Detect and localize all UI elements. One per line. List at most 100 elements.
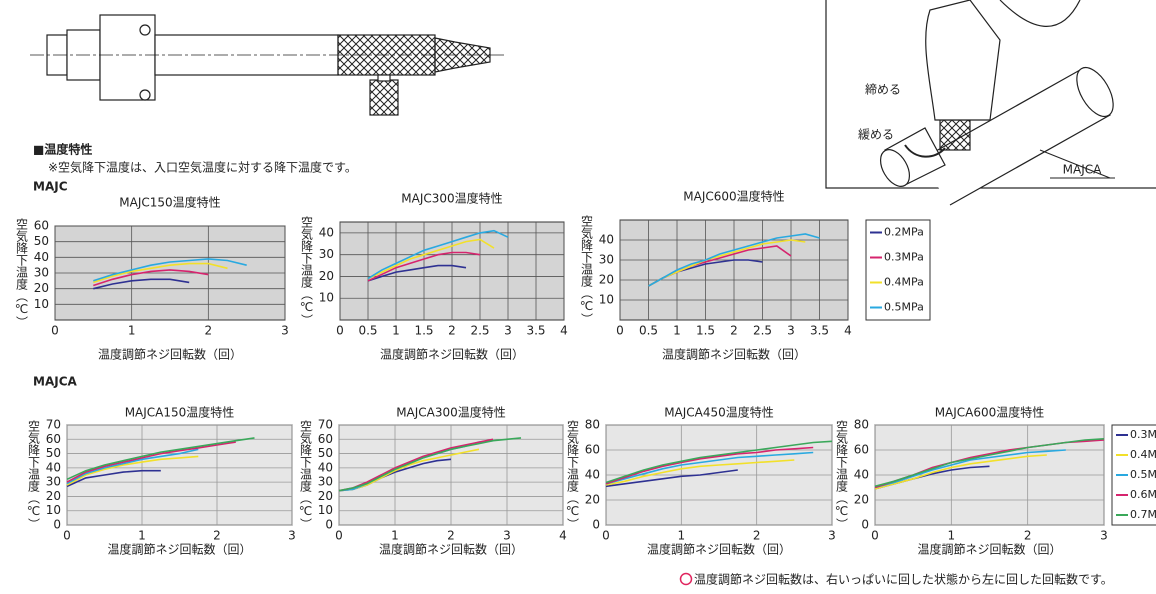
y-tick-label: 10 [599,293,614,307]
y-tick-label: 20 [34,281,49,295]
x-tick-label: 0 [63,529,71,543]
tighten-label: 締める [865,83,901,97]
y-tick-label: 30 [46,475,61,489]
x-tick-label: 3.5 [526,324,545,338]
y-tick-label: 60 [854,443,869,457]
x-tick-label: 1 [392,324,400,338]
y-tick-label: 20 [318,489,333,503]
x-tick-label: 4 [559,529,567,543]
y-tick-label: 30 [34,266,49,280]
y-tick-label: 20 [46,489,61,503]
x-tick-label: 3 [281,324,289,338]
section-title: ■温度特性 [33,142,92,157]
x-tick-label: 0 [871,529,879,543]
y-tick-label: 50 [318,446,333,460]
y-tick-label: 70 [46,418,61,432]
y-axis-label: 空気降下温度（℃） [580,215,594,325]
x-tick-label: 0.5 [358,324,377,338]
legend-label: 0.3MPa [1130,428,1156,441]
x-tick-label: 4 [844,324,852,338]
footnote-icon [679,572,693,586]
x-tick-label: 0 [336,324,344,338]
legend-label: 0.7MPa [1130,508,1156,521]
series-line [66,441,236,483]
y-tick-label: 60 [318,432,333,446]
legend-label: 0.4MPa [884,276,924,289]
x-axis-label: 温度調節ネジ回転数（回） [917,542,1061,557]
adjust-illustration [825,0,1156,206]
y-tick-label: 40 [319,225,334,239]
x-tick-label: 4 [560,324,568,338]
loosen-label: 緩める [858,128,894,142]
x-tick-label: 3.5 [810,324,829,338]
y-axis-label: 空気降下温度（℃） [566,420,580,530]
y-tick-label: 0 [53,518,61,532]
x-tick-label: 0 [51,324,59,338]
series-line [367,251,481,282]
x-axis-label: 温度調節ネジ回転数（回） [379,542,523,557]
x-tick-label: 3 [1100,529,1108,543]
series-line [874,438,1105,488]
series-line [367,238,495,280]
x-tick-label: 0 [602,529,610,543]
series-line [93,278,190,290]
y-tick-label: 40 [854,468,869,482]
chart-title: MAJC150温度特性 [119,195,220,210]
y-axis-label: 空気降下温度（℃） [835,420,849,530]
x-axis-label: 温度調節ネジ回転数（回） [647,542,791,557]
series-line [605,469,738,488]
legend-label: 0.4MPa [1130,448,1156,461]
series-line [648,239,806,287]
y-tick-label: 40 [585,468,600,482]
series-line [93,262,228,284]
series-line [93,258,247,282]
x-tick-label: 2 [447,529,455,543]
device-drawing [30,14,505,116]
series-line [874,449,1066,489]
y-tick-label: 20 [319,269,334,283]
x-tick-label: 1 [391,529,399,543]
y-tick-label: 70 [318,418,333,432]
chart-title: MAJCA600温度特性 [935,405,1045,420]
y-tick-label: 20 [599,273,614,287]
y-tick-label: 60 [585,443,600,457]
series-line [338,437,522,492]
series-line [338,438,494,492]
x-tick-label: 1.5 [414,324,433,338]
y-tick-label: 80 [854,418,869,432]
y-tick-label: 30 [319,247,334,261]
x-tick-label: 1 [128,324,136,338]
group-label: MAJCA [33,375,78,389]
y-tick-label: 40 [46,460,61,474]
x-tick-label: 2 [730,324,738,338]
legend-label: 0.3MPa [884,251,924,264]
y-axis-label: 空気降下温度（℃） [27,420,41,530]
legend-label: 0.6MPa [1130,488,1156,501]
x-tick-label: 2.5 [470,324,489,338]
series-line [66,469,161,488]
series-line [338,448,480,492]
y-tick-label: 0 [592,518,600,532]
x-tick-label: 1 [673,324,681,338]
y-tick-label: 20 [585,493,600,507]
footnote: 温度調節ネジ回転数は、右いっぱいに回した状態から左に回した回転数です。 [694,572,1113,587]
series-line [648,233,820,287]
x-tick-label: 3 [787,324,795,338]
x-tick-label: 3 [504,324,512,338]
note: ※空気降下温度は、入口空気温度に対する降下温度です。 [48,160,357,175]
x-tick-label: 2 [753,529,761,543]
group-label: MAJC [33,180,68,194]
y-tick-label: 10 [34,297,49,311]
series-line [367,264,467,282]
y-tick-label: 10 [46,503,61,517]
series-line [874,454,1047,490]
y-tick-label: 30 [599,253,614,267]
chart-title: MAJC600温度特性 [683,189,784,204]
x-tick-label: 2.5 [753,324,772,338]
x-tick-label: 0 [335,529,343,543]
x-tick-label: 2 [448,324,456,338]
y-tick-label: 50 [34,234,49,248]
x-axis-label: 温度調節ネジ回転数（回） [98,347,242,362]
series-line [605,459,795,486]
